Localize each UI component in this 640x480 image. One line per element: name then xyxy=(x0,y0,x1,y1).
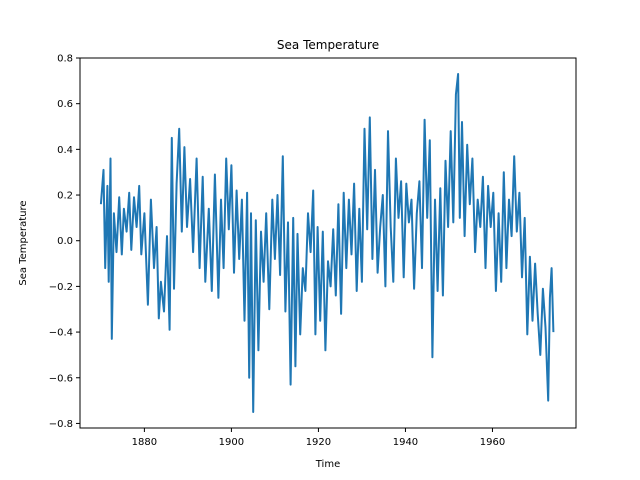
x-tick-label: 1900 xyxy=(219,437,244,448)
chart-title: Sea Temperature xyxy=(277,38,379,52)
axes-frame xyxy=(79,57,577,429)
x-tick-label: 1880 xyxy=(132,437,157,448)
x-axis-label: Time xyxy=(315,459,340,470)
x-axis: 1880 1900 1920 1940 1960 xyxy=(132,428,505,448)
series-line xyxy=(99,73,555,413)
y-tick-label: 0.4 xyxy=(57,145,73,156)
y-tick-label: −0.2 xyxy=(49,282,73,293)
y-tick-label: 0.8 xyxy=(57,54,73,65)
y-tick-label: 0.2 xyxy=(57,191,73,202)
x-tick-label: 1920 xyxy=(306,437,331,448)
y-axis-label: Sea Temperature xyxy=(18,200,29,285)
y-tick-label: 0.6 xyxy=(57,99,73,110)
y-tick-label: 0.0 xyxy=(57,236,73,247)
y-tick-label: −0.4 xyxy=(49,328,73,339)
x-tick-label: 1940 xyxy=(393,437,418,448)
y-axis: −0.8 −0.6 −0.4 −0.2 0.0 0.2 0.4 0.6 0.8 xyxy=(49,54,80,430)
x-tick-label: 1960 xyxy=(480,437,505,448)
y-tick-label: −0.6 xyxy=(49,373,73,384)
y-tick-label: −0.8 xyxy=(49,419,73,430)
